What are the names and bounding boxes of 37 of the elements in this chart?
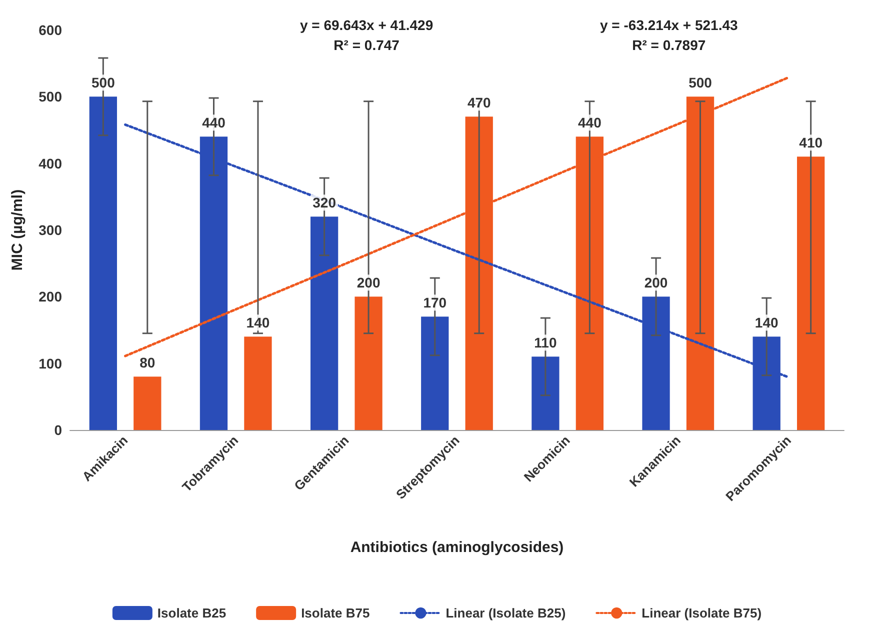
data-label: 80 xyxy=(140,354,156,371)
bar xyxy=(89,96,117,430)
data-label: 140 xyxy=(754,314,778,331)
bar xyxy=(421,316,449,430)
bar xyxy=(532,356,560,430)
data-label: 200 xyxy=(356,274,380,291)
y-tick-label: 0 xyxy=(54,422,62,438)
data-label: 140 xyxy=(246,314,270,331)
data-label: 470 xyxy=(467,94,492,111)
data-label: 170 xyxy=(423,294,447,311)
data-label: 200 xyxy=(644,274,668,291)
annotation: y = 69.643x + 41.429 R² = 0.747 xyxy=(300,17,434,53)
data-label: 110 xyxy=(534,334,557,351)
y-tick-label: 400 xyxy=(38,155,62,172)
data-label: 500 xyxy=(91,74,116,91)
data-label: 320 xyxy=(312,194,336,211)
bar xyxy=(797,156,825,430)
annotation: y = -63.214x + 521.43 R² = 0.7897 xyxy=(600,17,738,53)
legend-label: Isolate B75 xyxy=(301,606,370,620)
data-label: 440 xyxy=(202,114,226,131)
legend-label: Linear (Isolate B25) xyxy=(446,606,566,620)
data-label: 410 xyxy=(799,134,823,151)
y-tick-label: 300 xyxy=(38,222,62,238)
y-tick-label: 100 xyxy=(38,355,62,372)
legend-label: Linear (Isolate B75) xyxy=(642,606,762,620)
bar xyxy=(244,336,272,430)
x-axis-title: Antibiotics (aminoglycosides) xyxy=(350,539,564,556)
data-label: 500 xyxy=(688,74,712,91)
data-label: 440 xyxy=(578,114,602,131)
y-tick-label: 500 xyxy=(38,88,62,105)
y-tick-label: 600 xyxy=(38,22,62,38)
bar xyxy=(134,376,162,430)
bar xyxy=(310,216,338,430)
y-axis-title: MIC (µg/ml) xyxy=(9,189,26,271)
y-tick-label: 200 xyxy=(38,288,62,305)
bar xyxy=(354,296,382,430)
legend-label: Isolate B25 xyxy=(157,606,226,620)
